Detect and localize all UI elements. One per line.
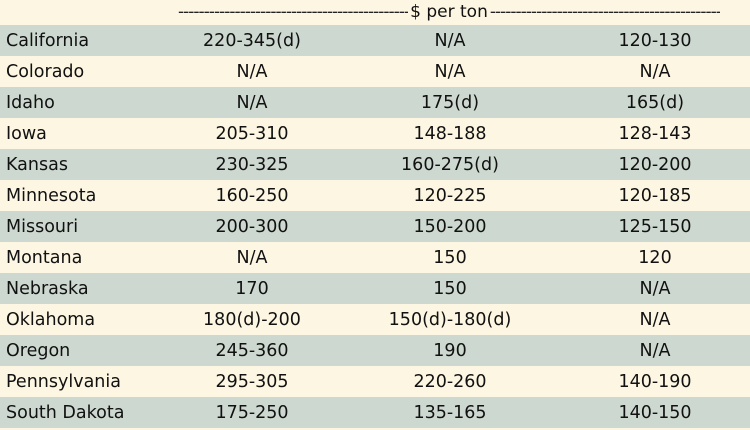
table-row: Oregon 245-360 190 N/A xyxy=(0,335,750,366)
state-name: Idaho xyxy=(6,92,55,113)
price-cell-col1: N/A xyxy=(236,92,268,113)
right-dashes: ----------------------------------------… xyxy=(489,2,720,22)
left-dashes: ----------------------------------------… xyxy=(178,2,409,22)
price-cell-col3: 165(d) xyxy=(625,92,685,113)
price-cell-col1: N/A xyxy=(236,61,268,82)
table-row: Oklahoma 180(d)-200 150(d)-180(d) N/A xyxy=(0,304,750,335)
state-name: Oklahoma xyxy=(6,309,96,330)
price-cell-col2: 120-225 xyxy=(413,185,487,206)
price-cell-col1: 180(d)-200 xyxy=(203,309,301,330)
price-cell-col1: 175-250 xyxy=(215,402,289,423)
table-row: Pennsylvania 295-305 220-260 140-190 xyxy=(0,366,750,397)
unit-label: $ per ton xyxy=(410,2,488,22)
price-cell-col2: 148-188 xyxy=(413,123,487,144)
price-cell-col1: 200-300 xyxy=(215,216,289,237)
table-row: Montana N/A 150 120 xyxy=(0,242,750,273)
state-name: Minnesota xyxy=(6,185,97,206)
price-cell-col2: 190 xyxy=(433,340,467,361)
state-name: Iowa xyxy=(6,123,47,144)
price-cell-col3: N/A xyxy=(639,340,671,361)
price-cell-col3: 120-130 xyxy=(618,30,692,51)
price-cell-col1: 170 xyxy=(235,278,269,299)
state-name: Missouri xyxy=(6,216,79,237)
table-row: Nebraska 170 150 N/A xyxy=(0,273,750,304)
state-name: Oregon xyxy=(6,340,71,361)
price-cell-col2: N/A xyxy=(434,30,466,51)
price-cell-col1: 245-360 xyxy=(215,340,289,361)
price-cell-col3: 120 xyxy=(638,247,672,268)
header-row: ----------------------------------------… xyxy=(0,0,750,25)
state-name: Pennsylvania xyxy=(6,371,121,392)
price-cell-col3: 120-185 xyxy=(618,185,692,206)
state-name: Kansas xyxy=(6,154,68,175)
table-row: South Dakota 175-250 135-165 140-150 xyxy=(0,397,750,428)
price-cell-col2: 135-165 xyxy=(413,402,487,423)
state-name: Colorado xyxy=(6,61,85,82)
price-cell-col2: 150 xyxy=(433,278,467,299)
price-cell-col2: 160-275(d) xyxy=(401,154,499,175)
state-name: California xyxy=(6,30,90,51)
table-row: Minnesota 160-250 120-225 120-185 xyxy=(0,180,750,211)
table-row: Kansas 230-325 160-275(d) 120-200 xyxy=(0,149,750,180)
price-cell-col3: 128-143 xyxy=(618,123,692,144)
price-cell-col3: N/A xyxy=(639,278,671,299)
price-cell-col3: 120-200 xyxy=(618,154,692,175)
price-cell-col1: 220-345(d) xyxy=(203,30,301,51)
price-cell-col1: 295-305 xyxy=(215,371,289,392)
price-cell-col3: 140-190 xyxy=(618,371,692,392)
price-cell-col3: N/A xyxy=(639,309,671,330)
price-cell-col1: 160-250 xyxy=(215,185,289,206)
price-cell-col1: 230-325 xyxy=(215,154,289,175)
unit-heading: ----------------------------------------… xyxy=(178,2,720,22)
price-cell-col2: 175(d) xyxy=(420,92,480,113)
price-cell-col1: N/A xyxy=(236,247,268,268)
price-table: California 220-345(d) N/A 120-130 Colora… xyxy=(0,25,750,428)
table-row: California 220-345(d) N/A 120-130 xyxy=(0,25,750,56)
price-cell-col2: 150 xyxy=(433,247,467,268)
table-row: Idaho N/A 175(d) 165(d) xyxy=(0,87,750,118)
price-cell-col2: 150(d)-180(d) xyxy=(388,309,512,330)
price-cell-col3: 140-150 xyxy=(618,402,692,423)
state-name: South Dakota xyxy=(6,402,125,423)
state-name: Montana xyxy=(6,247,83,268)
price-cell-col3: 125-150 xyxy=(618,216,692,237)
table-row: Colorado N/A N/A N/A xyxy=(0,56,750,87)
price-cell-col3: N/A xyxy=(639,61,671,82)
price-cell-col2: N/A xyxy=(434,61,466,82)
table-row: Iowa 205-310 148-188 128-143 xyxy=(0,118,750,149)
price-cell-col2: 150-200 xyxy=(413,216,487,237)
state-name: Nebraska xyxy=(6,278,89,299)
price-cell-col2: 220-260 xyxy=(413,371,487,392)
price-cell-col1: 205-310 xyxy=(215,123,289,144)
table-row: Missouri 200-300 150-200 125-150 xyxy=(0,211,750,242)
